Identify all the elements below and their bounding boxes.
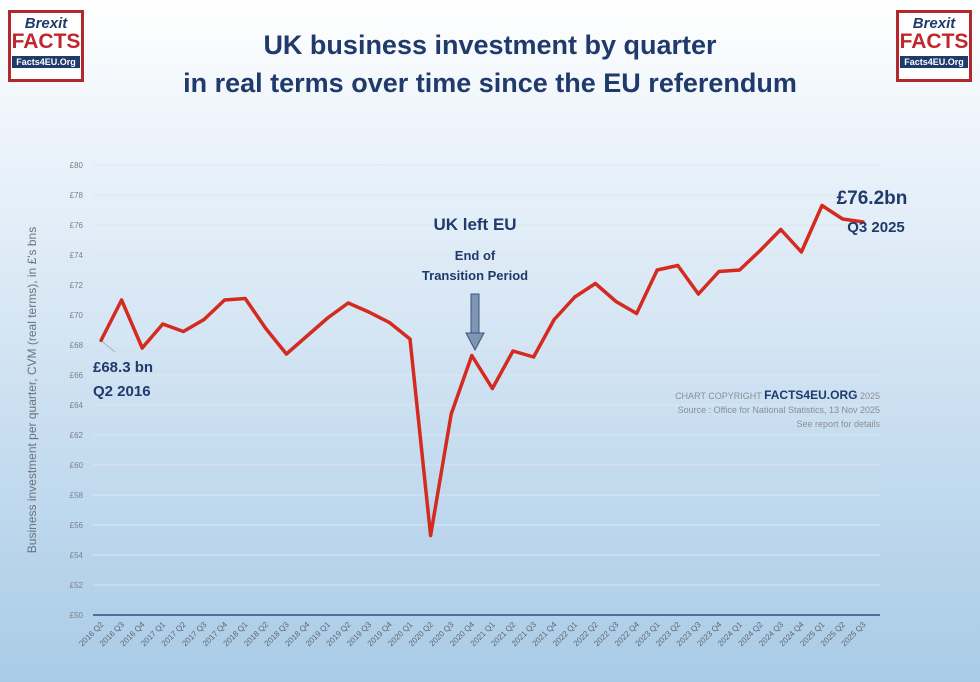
data-point: [841, 217, 845, 221]
event-line2-label: Transition Period: [422, 268, 528, 283]
y-tick-label: £72: [70, 281, 84, 290]
y-tick-label: £52: [70, 581, 84, 590]
data-point: [284, 352, 288, 356]
end-value-label: £76.2bn: [837, 188, 908, 209]
y-tick-label: £80: [70, 161, 84, 170]
data-point: [593, 281, 598, 286]
chart-copyright-block: CHART COPYRIGHT FACTS4EU.ORG 2025 Source…: [600, 388, 880, 431]
data-point: [367, 310, 371, 314]
data-point: [552, 317, 556, 322]
logo-site-text: Facts4EU.Org: [899, 55, 969, 69]
data-point: [511, 349, 515, 353]
brexit-facts-logo-left: Brexit FACTS Facts4EU.Org: [8, 10, 84, 82]
event-line1-label: End of: [455, 248, 496, 263]
data-point: [696, 292, 701, 296]
series-line: [99, 203, 864, 538]
logo-site-text: Facts4EU.Org: [11, 55, 81, 69]
data-point: [779, 227, 783, 232]
grid-lines: [93, 164, 880, 586]
data-point: [161, 322, 165, 326]
y-tick-labels: £50 £52 £54 £56 £58 £60 £62 £64 £66 £68 £70 £72 £74 £…: [70, 161, 84, 620]
y-tick-label: £58: [70, 491, 84, 500]
start-value-label: £68.3 bn: [93, 359, 153, 376]
data-point: [717, 269, 721, 274]
logo-brexit-text: Brexit: [912, 15, 956, 32]
data-point: [449, 412, 453, 416]
copyright-brand: FACTS4EU.ORG: [764, 388, 858, 402]
data-point: [614, 299, 618, 304]
data-point: [181, 329, 185, 334]
data-point: [676, 263, 680, 268]
y-tick-label: £68: [70, 341, 84, 350]
source-note: Source : Office for National Statistics,…: [677, 405, 880, 415]
logo-facts-text: FACTS: [899, 30, 969, 53]
data-point: [758, 248, 762, 253]
y-tick-label: £50: [70, 611, 84, 620]
y-tick-label: £70: [70, 311, 84, 320]
y-tick-label: £56: [70, 521, 84, 530]
brexit-facts-logo-right: Brexit FACTS Facts4EU.Org: [896, 10, 972, 82]
y-tick-label: £76: [70, 221, 84, 230]
data-point: [202, 317, 206, 322]
data-point: [738, 268, 742, 272]
data-point: [532, 355, 536, 359]
data-points: [99, 203, 865, 538]
logo-facts-text: FACTS: [11, 30, 81, 53]
report-note: See report for details: [796, 419, 880, 429]
y-tick-label: £54: [70, 551, 84, 560]
y-axis-label: Business investment per quarter, CVM (re…: [25, 227, 39, 553]
data-point: [223, 298, 227, 302]
data-point: [429, 533, 433, 538]
data-point: [305, 334, 309, 338]
data-point: [326, 316, 330, 320]
data-point: [470, 353, 474, 358]
data-point: [387, 320, 391, 325]
event-down-arrow: [465, 293, 485, 352]
data-point: [346, 301, 350, 305]
chart-title-line1: UK business investment by quarter: [263, 30, 717, 60]
y-tick-label: £62: [70, 431, 84, 440]
y-tick-label: £60: [70, 461, 84, 470]
data-point: [573, 295, 577, 299]
data-point: [655, 268, 659, 272]
data-point: [264, 326, 268, 331]
data-point: [99, 338, 103, 343]
event-title-label: UK left EU: [433, 215, 516, 234]
y-tick-label: £78: [70, 191, 84, 200]
chart-title: UK business investment by quarter in rea…: [110, 26, 870, 102]
y-tick-label: £64: [70, 401, 84, 410]
data-point: [799, 250, 804, 254]
copyright-prefix: CHART COPYRIGHT: [675, 391, 762, 401]
data-point: [820, 203, 824, 208]
y-tick-label: £66: [70, 371, 84, 380]
y-tick-label: £74: [70, 251, 84, 260]
start-callout-leader: [100, 340, 116, 353]
logo-brexit-text: Brexit: [24, 15, 68, 32]
copyright-year: 2025: [859, 391, 880, 401]
data-point: [140, 346, 144, 350]
data-point: [490, 386, 494, 391]
start-period-label: Q2 2016: [93, 383, 151, 400]
data-point: [243, 296, 247, 301]
data-point: [635, 311, 639, 316]
data-point: [408, 337, 412, 341]
chart-title-line2: in real terms over time since the EU ref…: [183, 68, 797, 98]
data-point: [861, 220, 865, 224]
data-point: [120, 298, 124, 302]
end-period-label: Q3 2025: [847, 219, 905, 236]
